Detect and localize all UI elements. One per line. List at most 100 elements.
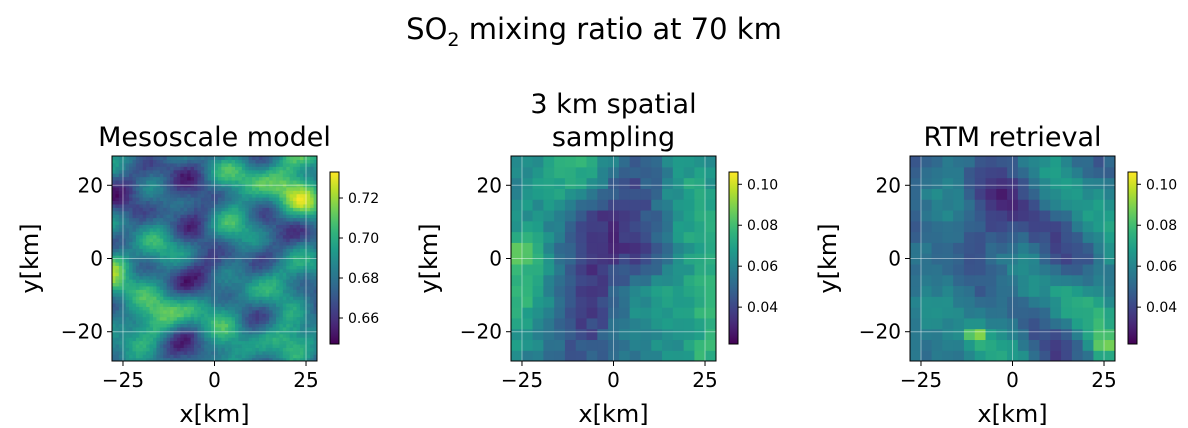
heatmap-cell (289, 207, 294, 212)
heatmap-cell (153, 203, 158, 208)
heatmap-cell (156, 244, 161, 249)
heatmap-cell (194, 330, 199, 335)
heatmap-cell (197, 248, 202, 253)
heatmap-cell (310, 289, 315, 294)
heatmap-cell (156, 248, 161, 253)
heatmap-cell (258, 350, 263, 355)
heatmap-cell (276, 200, 281, 205)
heatmap-cell (170, 309, 175, 314)
heatmap-cell (183, 268, 188, 273)
heatmap-cell (996, 253, 1008, 265)
heatmap-cell (163, 186, 168, 191)
heatmap-cell (1039, 242, 1051, 254)
heatmap-cell (200, 231, 205, 236)
heatmap-cell (262, 354, 267, 359)
heatmap-cell (200, 238, 205, 243)
heatmap-cell (156, 343, 161, 348)
heatmap-cell (296, 357, 301, 361)
heatmap-cell (200, 203, 205, 208)
heatmap-cell (262, 316, 267, 321)
heatmap-cell (166, 347, 171, 352)
heatmap-cell (112, 323, 117, 328)
heatmap-cell (282, 244, 287, 249)
heatmap-cell (248, 320, 253, 325)
heatmap-cell (1093, 188, 1105, 200)
heatmap-cell (194, 210, 199, 215)
heatmap-cell (241, 313, 246, 318)
heatmap-cell (286, 210, 291, 215)
heatmap-cell (608, 317, 620, 330)
heatmap-cell (139, 272, 144, 277)
heatmap-cell (258, 248, 263, 253)
heatmap-cell (310, 330, 315, 335)
heatmap-cell (129, 210, 134, 215)
heatmap-cell (269, 176, 274, 181)
heatmap-cell (1050, 242, 1062, 254)
heatmap-cell (269, 197, 274, 202)
heatmap-cell (910, 296, 922, 308)
heatmap-cell (705, 242, 716, 254)
heatmap-cell (163, 258, 168, 263)
heatmap-cell (258, 357, 263, 361)
heatmap-cell (303, 343, 308, 348)
heatmap-cell (245, 347, 250, 352)
heatmap-cell (310, 234, 315, 239)
heatmap-cell (245, 313, 250, 318)
heatmap-cell (299, 282, 304, 287)
heatmap-cell (204, 299, 209, 304)
heatmap-cell (125, 166, 130, 171)
heatmap-cell (204, 159, 209, 164)
heatmap-cell (310, 337, 315, 342)
heatmap-cell (286, 179, 291, 184)
heatmap-cell (238, 234, 243, 239)
heatmap-cell (1104, 296, 1115, 308)
heatmap-cell (228, 217, 233, 222)
heatmap-cell (683, 296, 696, 308)
heatmap-cell (313, 220, 317, 225)
heatmap-cell (200, 186, 205, 191)
heatmap-cell (221, 258, 226, 263)
heatmap-cell (146, 166, 151, 171)
heatmap-cell (286, 231, 291, 236)
heatmap-cell (190, 183, 195, 188)
heatmap-cell (129, 282, 134, 287)
heatmap-cell (974, 285, 987, 297)
heatmap-cell (149, 210, 154, 215)
heatmap-cell (197, 183, 202, 188)
heatmap-cell (200, 299, 205, 304)
heatmap-cell (129, 289, 134, 294)
heatmap-cell (618, 220, 631, 233)
heatmap-cell (1017, 253, 1030, 265)
heatmap-cell (272, 313, 277, 318)
heatmap-cell (276, 337, 281, 342)
heatmap-cell (170, 316, 175, 321)
heatmap-cell (276, 309, 281, 314)
heatmap-cell (255, 306, 260, 311)
heatmap-cell (112, 299, 117, 304)
heatmap-cell (149, 350, 154, 355)
heatmap-cell (166, 296, 171, 301)
heatmap-cell (289, 234, 294, 239)
heatmap-cell (313, 173, 317, 178)
heatmap-cell (282, 220, 287, 225)
heatmap-cell (289, 306, 294, 311)
heatmap-cell (258, 309, 263, 314)
heatmap-cell (262, 323, 267, 328)
heatmap-cell (303, 193, 308, 198)
heatmap-cell (255, 292, 260, 297)
heatmap-cell (166, 244, 171, 249)
heatmap-cell (241, 275, 246, 280)
heatmap-cell (149, 343, 154, 348)
heatmap-cell (200, 251, 205, 256)
heatmap-cell (187, 214, 192, 219)
heatmap-cell (214, 275, 219, 280)
heatmap-cell (211, 173, 216, 178)
heatmap-cell (265, 238, 270, 243)
heatmap-cell (221, 220, 226, 225)
heatmap-cell (286, 350, 291, 355)
heatmap-cell (293, 306, 298, 311)
heatmap-cell (231, 357, 236, 361)
heatmap-cell (279, 333, 284, 338)
heatmap-cell (245, 302, 250, 307)
heatmap-cell (286, 251, 291, 256)
